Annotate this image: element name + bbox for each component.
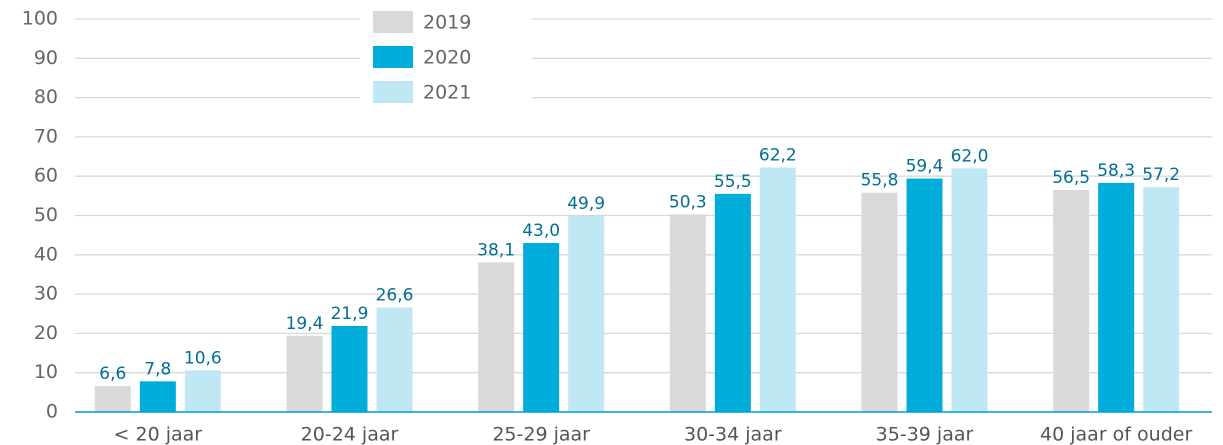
value-label: 55,5 [714,172,752,192]
bar [1053,189,1090,412]
y-tick-label: 50 [34,204,58,226]
bar [906,178,943,412]
value-label: 21,9 [331,304,369,324]
bar [861,192,898,412]
value-label: 43,0 [522,221,560,241]
legend-swatch [373,81,413,103]
value-label: 57,2 [1142,165,1180,185]
y-tick-label: 80 [34,86,58,108]
x-tick-label: 30-34 jaar [684,424,782,445]
value-label: 59,4 [906,157,944,177]
y-tick-label: 10 [34,361,58,383]
value-label: 49,9 [567,194,605,214]
value-label: 10,6 [184,348,222,368]
value-label: 55,8 [861,171,899,191]
y-tick-label: 30 [34,283,58,305]
value-label: 62,2 [759,146,797,166]
value-label: 6,6 [99,364,126,384]
value-label: 38,1 [477,240,515,260]
x-tick-label: 20-24 jaar [301,424,399,445]
legend-label: 2020 [423,47,471,69]
bar [759,167,796,412]
value-label: 58,3 [1097,161,1135,181]
bar [139,381,176,412]
bar [376,307,413,412]
y-tick-label: 90 [34,47,58,69]
legend-label: 2021 [423,82,471,104]
bar [94,386,131,412]
x-tick-label: 40 jaar of ouder [1040,424,1192,445]
bar [714,193,751,412]
value-label: 19,4 [286,314,324,334]
legend-swatch [373,11,413,33]
value-label: 62,0 [951,146,989,166]
bar [184,370,221,412]
bar [669,214,706,412]
y-tick-label: 70 [34,125,58,147]
bar [478,262,515,412]
x-tick-label: 35-39 jaar [876,424,974,445]
bar [1143,187,1180,412]
bar [568,215,605,412]
legend-label: 2019 [423,12,471,34]
y-tick-label: 60 [34,165,58,187]
legend-swatch [373,46,413,68]
value-label: 56,5 [1052,168,1090,188]
y-tick-label: 0 [46,401,58,423]
y-tick-label: 100 [22,8,58,30]
bar [523,243,560,412]
y-tick-label: 40 [34,243,58,265]
value-label: 26,6 [376,285,414,305]
value-label: 7,8 [144,359,171,379]
x-tick-label: 25-29 jaar [492,424,590,445]
y-tick-label: 20 [34,322,58,344]
bar [331,325,368,412]
bar [286,335,323,412]
value-label: 50,3 [669,192,707,212]
x-tick-label: < 20 jaar [114,424,203,445]
bar [951,168,988,412]
bar [1098,182,1135,412]
